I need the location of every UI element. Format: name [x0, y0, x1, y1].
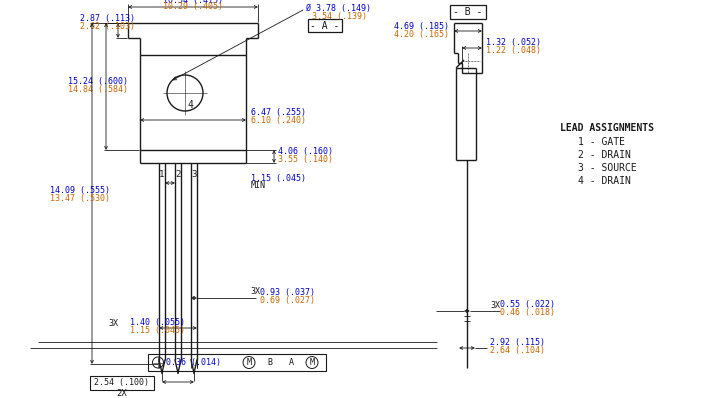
Text: 6.47 (.255): 6.47 (.255) — [251, 109, 306, 117]
Text: M: M — [247, 358, 251, 367]
Text: 2.62 (.103): 2.62 (.103) — [80, 21, 135, 31]
Text: 1.15 (.045): 1.15 (.045) — [130, 326, 185, 336]
Text: 0.69 (.027): 0.69 (.027) — [260, 295, 315, 304]
Text: 3.55 (.140): 3.55 (.140) — [278, 155, 333, 164]
Text: 10.29 (.405): 10.29 (.405) — [163, 2, 223, 12]
Text: 0.46 (.018): 0.46 (.018) — [500, 308, 555, 318]
Text: 0.36 (.014): 0.36 (.014) — [167, 358, 221, 367]
FancyBboxPatch shape — [90, 376, 154, 390]
Text: 4: 4 — [188, 100, 194, 110]
Text: 0.93 (.037): 0.93 (.037) — [260, 287, 315, 297]
Text: B: B — [267, 358, 272, 367]
Text: 10.54 (.415): 10.54 (.415) — [163, 0, 223, 4]
Text: 3X: 3X — [490, 300, 500, 310]
Text: 0.55 (.022): 0.55 (.022) — [500, 300, 555, 310]
Text: 1 - GATE: 1 - GATE — [578, 137, 625, 147]
Text: 6.10 (.240): 6.10 (.240) — [251, 117, 306, 125]
Text: 1.22 (.048): 1.22 (.048) — [486, 47, 541, 55]
Text: 4 - DRAIN: 4 - DRAIN — [578, 176, 631, 186]
Text: 1: 1 — [159, 170, 165, 179]
Text: 13.47 (.530): 13.47 (.530) — [50, 194, 110, 203]
Text: 2.92 (.115): 2.92 (.115) — [490, 339, 545, 347]
Text: MIN: MIN — [251, 181, 266, 191]
Text: 4.69 (.185): 4.69 (.185) — [394, 21, 449, 31]
Text: - B -: - B - — [454, 7, 483, 17]
FancyBboxPatch shape — [148, 354, 326, 371]
Text: 2.87 (.113): 2.87 (.113) — [80, 14, 135, 23]
Text: 1.40 (.055): 1.40 (.055) — [130, 318, 185, 328]
Text: 2.54 (.100): 2.54 (.100) — [95, 378, 149, 388]
Text: 3: 3 — [191, 170, 197, 179]
Text: 2 - DRAIN: 2 - DRAIN — [578, 150, 631, 160]
Text: 4.20 (.165): 4.20 (.165) — [394, 29, 449, 39]
Text: 15.24 (.600): 15.24 (.600) — [68, 77, 128, 86]
Text: 3.54 (.139): 3.54 (.139) — [312, 12, 367, 21]
Text: 3 - SOURCE: 3 - SOURCE — [578, 163, 637, 173]
Text: - A -: - A - — [310, 21, 340, 31]
FancyBboxPatch shape — [450, 5, 486, 19]
Text: 14.09 (.555): 14.09 (.555) — [50, 186, 110, 195]
Text: 2X: 2X — [116, 388, 127, 398]
Text: 1.15 (.045): 1.15 (.045) — [251, 174, 306, 183]
Text: A: A — [288, 358, 293, 367]
FancyBboxPatch shape — [308, 19, 342, 32]
Text: M: M — [309, 358, 314, 367]
Text: 14.84 (.584): 14.84 (.584) — [68, 85, 128, 94]
Text: 3X: 3X — [250, 287, 260, 297]
Text: 3X: 3X — [108, 318, 118, 328]
Text: 2: 2 — [175, 170, 181, 179]
Text: LEAD ASSIGNMENTS: LEAD ASSIGNMENTS — [560, 123, 654, 133]
Text: Ø 3.78 (.149): Ø 3.78 (.149) — [306, 4, 371, 14]
Text: 4.06 (.160): 4.06 (.160) — [278, 147, 333, 156]
Text: 2.64 (.104): 2.64 (.104) — [490, 347, 545, 355]
Text: 1.32 (.052): 1.32 (.052) — [486, 39, 541, 47]
